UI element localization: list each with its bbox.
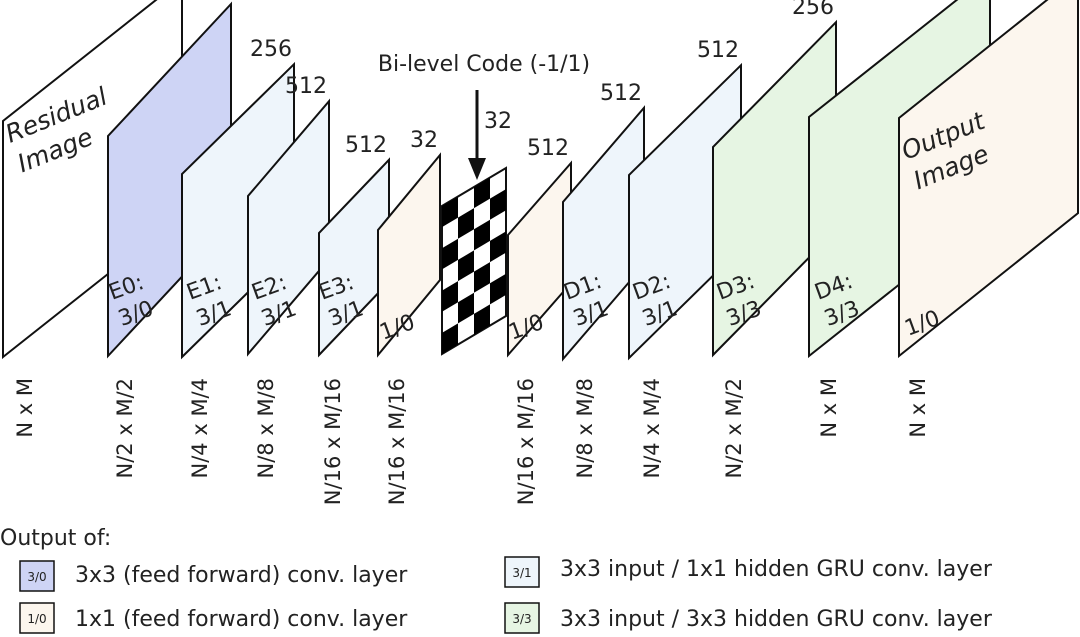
layer-channels-e3: 512 [345, 133, 387, 158]
layer-name-e2: E2:3/1 [249, 270, 300, 332]
code-cell [458, 292, 474, 324]
code-cell [458, 250, 474, 282]
legend-item-text: 3x3 input / 3x3 hidden GRU conv. layer [560, 607, 993, 632]
legend: 3/0 3x3 (feed forward) conv. layer 1/0 1x1 … [19, 556, 993, 634]
layer-channels-d2: 512 [697, 38, 739, 63]
code-cell [442, 323, 458, 354]
layer-size-e3: N/16 x M/16 [321, 378, 345, 505]
layer-output [898, 0, 1079, 359]
code-cell [474, 219, 490, 251]
legend-item-text: 3x3 (feed forward) conv. layer [75, 563, 408, 588]
layer-name-d2: D2:3/1 [630, 269, 684, 332]
layer-size-d4: N x M [817, 378, 841, 438]
layer-name-d3: D3:3/3 [714, 269, 768, 332]
layer-size-e0: N/2 x M/2 [113, 378, 137, 478]
layer-size-d2: N/4 x M/4 [640, 378, 664, 478]
code-label: Bi-level Code (-1/1) [378, 52, 590, 77]
layer-channels-d3: 256 [792, 0, 834, 20]
layer-b1 [377, 152, 441, 358]
legend-swatch-gru31 [504, 556, 540, 588]
layer-channels-e2: 512 [285, 74, 327, 99]
layer-name-d1: D1:3/1 [561, 269, 615, 332]
legend-swatch-ff33 [19, 560, 55, 592]
layer-d3 [712, 19, 837, 358]
layer-size-b1: N/16 x M/16 [385, 378, 409, 505]
code-cell [490, 273, 506, 305]
legend-swatch-ff11 [19, 602, 55, 634]
layer-size-input: N x M [13, 378, 37, 438]
legend-swatch-label: 3/0 [27, 570, 46, 584]
legend-swatch-label: 3/3 [512, 612, 531, 626]
legend-swatch-label: 3/1 [512, 566, 531, 580]
layer-size-e1: N/4 x M/4 [188, 378, 212, 478]
code-cell [474, 304, 490, 335]
legend-item-text: 3x3 input / 1x1 hidden GRU conv. layer [560, 557, 993, 582]
layer-size-b2: N/16 x M/16 [514, 378, 538, 505]
legend-title: Output of: [0, 526, 111, 551]
layer-channels-b1: 32 [410, 128, 438, 153]
bi-level-code [441, 166, 507, 356]
code-cell [442, 281, 458, 312]
legend-item-text: 1x1 (feed forward) conv. layer [75, 607, 408, 632]
layer-size-d1: N/8 x M/8 [573, 378, 597, 478]
code-cell [458, 208, 474, 239]
layer-size-e2: N/8 x M/8 [254, 378, 278, 478]
code-cell [490, 189, 506, 220]
layer-channels-e0: 64 [201, 0, 229, 2]
layer-size-output: N x M [906, 378, 930, 438]
code-cell [490, 231, 506, 263]
layer-channels-b2: 512 [527, 136, 569, 161]
legend-swatch-label: 1/0 [27, 612, 46, 626]
layer-channels-e1: 256 [250, 37, 292, 62]
layer-d2 [628, 62, 742, 361]
layer-d1 [562, 105, 645, 362]
layers-group: 3ResidualImageN x M64E0:3/0N/2 x M/2256E… [1, 0, 1079, 505]
layer-e2 [247, 98, 330, 357]
code-channels-label: 32 [484, 109, 512, 134]
code-cell [442, 238, 458, 270]
legend-swatch-gru33 [504, 602, 540, 634]
code-cell [474, 177, 490, 209]
layer-channels-d1: 512 [600, 81, 642, 106]
layer-size-d3: N/2 x M/2 [722, 378, 746, 478]
code-cell [474, 262, 490, 293]
layer-b2 [507, 160, 572, 358]
code-cell [442, 196, 458, 228]
code-arrow-head [468, 158, 486, 180]
layer-e3 [318, 157, 390, 358]
